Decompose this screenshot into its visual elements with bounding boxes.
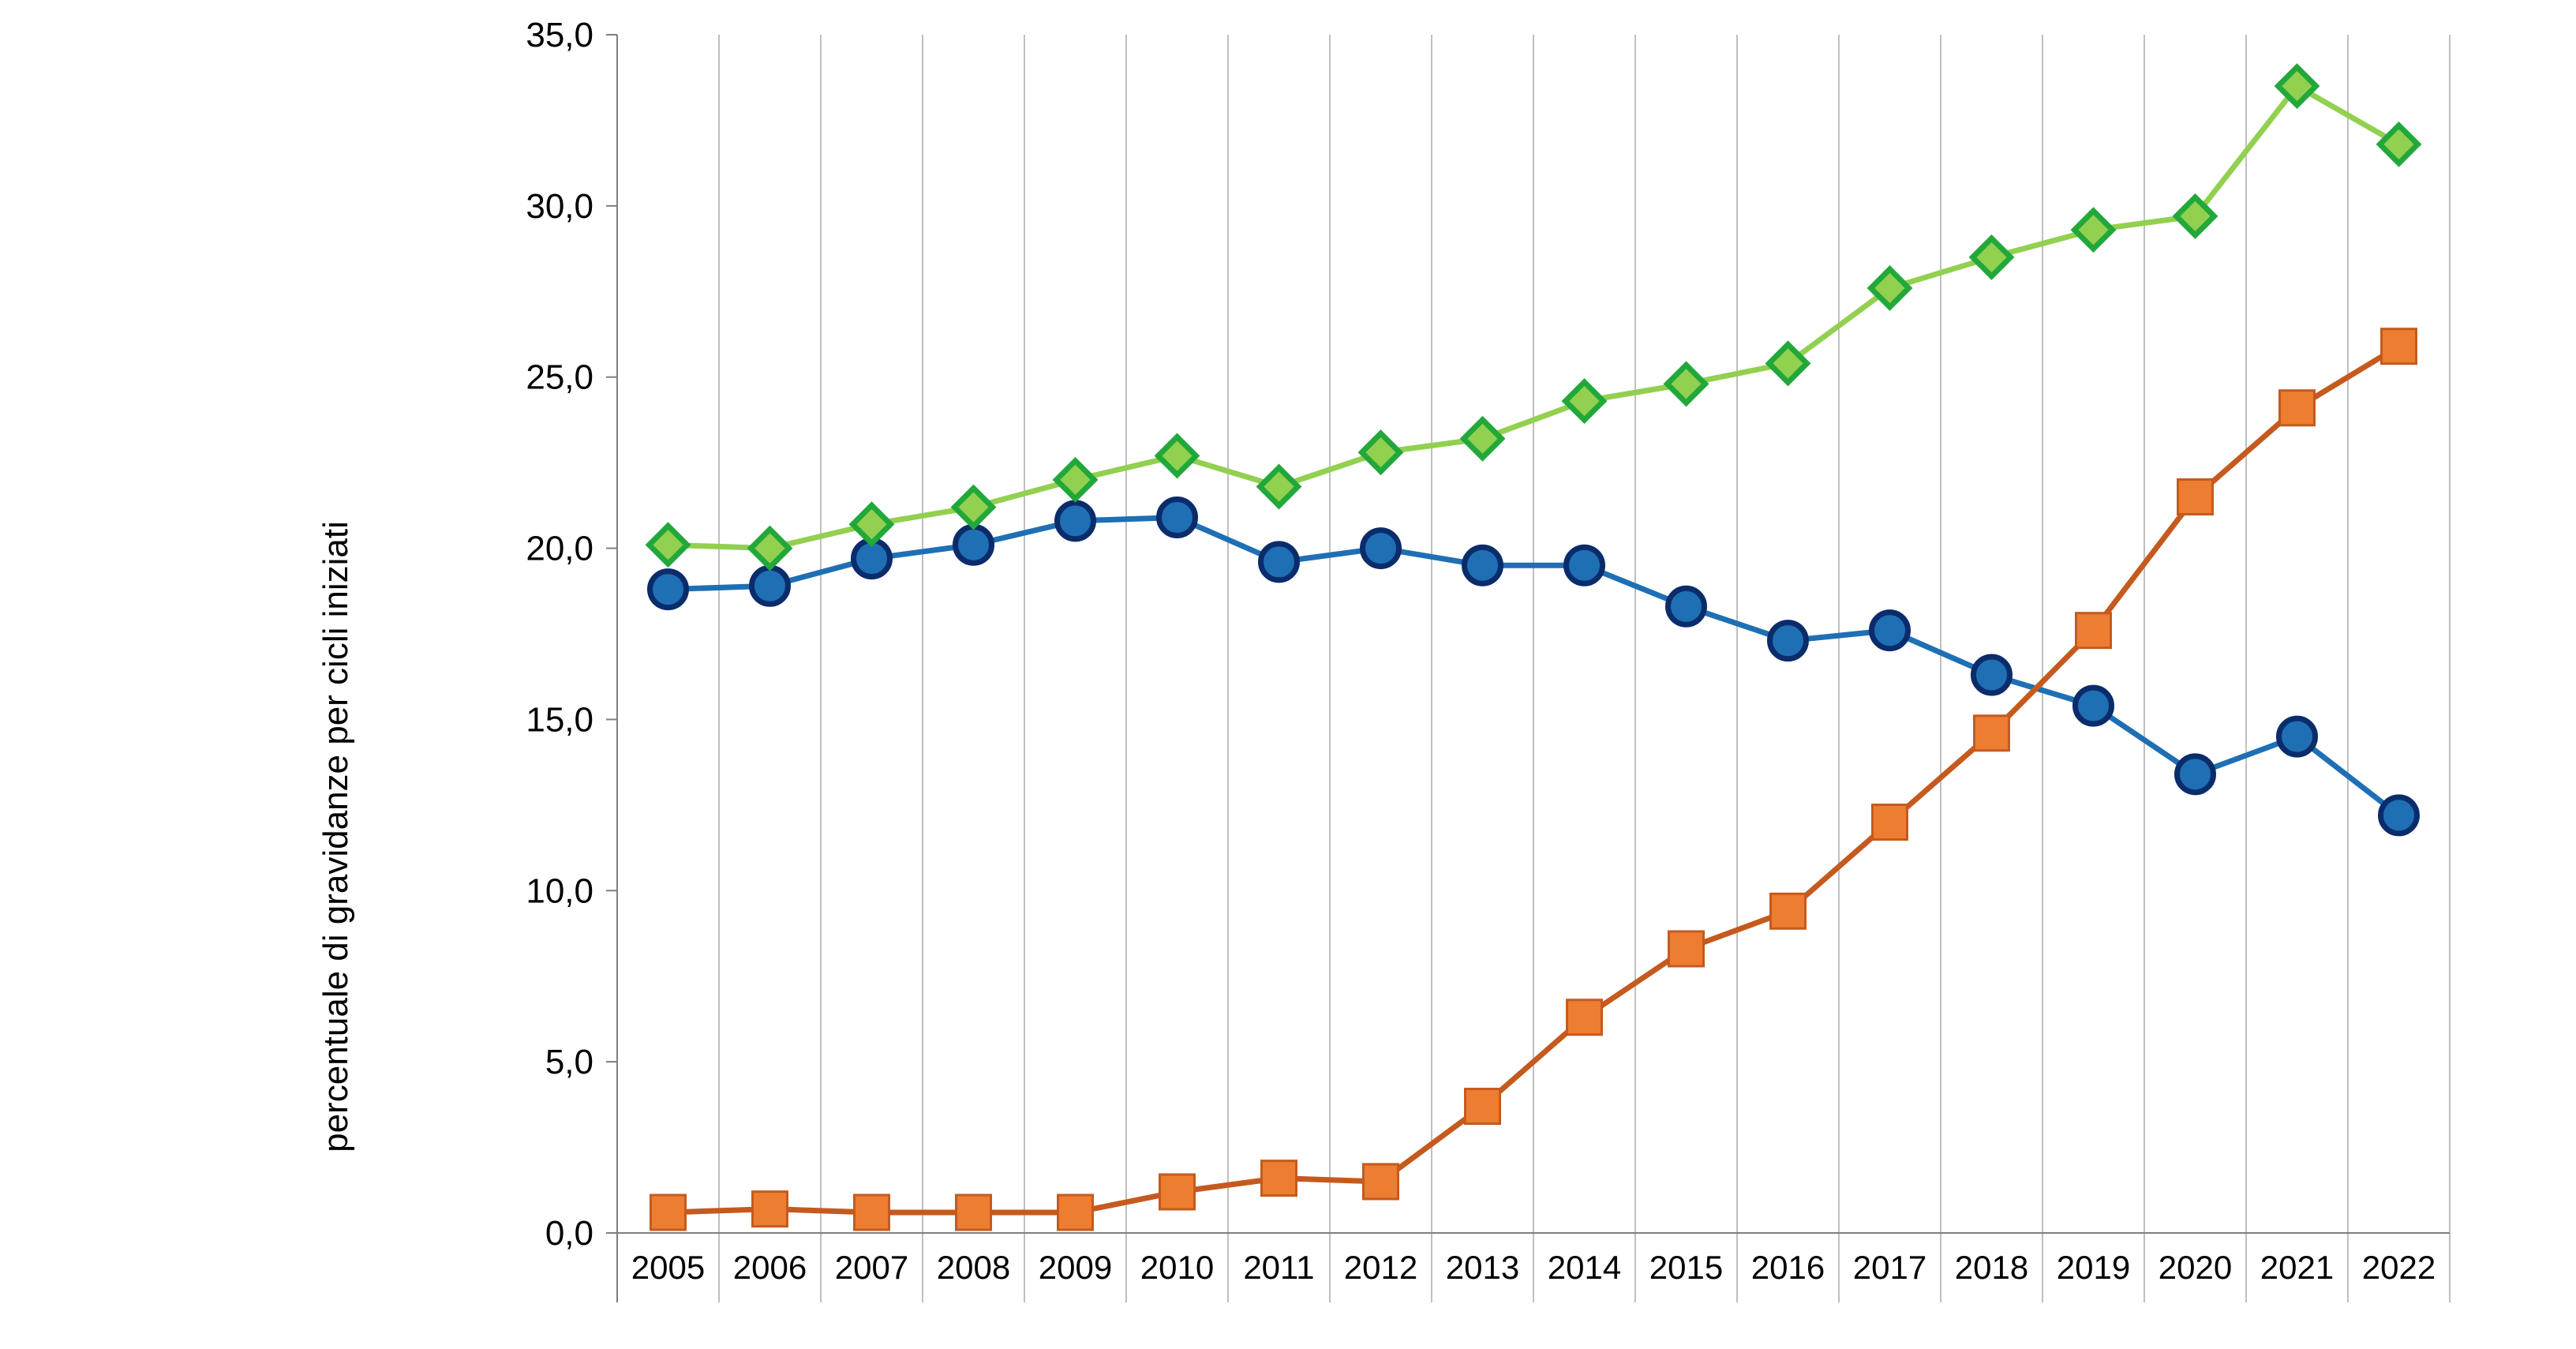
y-tick-label: 30,0 <box>526 187 593 226</box>
data-point <box>2274 63 2320 110</box>
y-tick-label: 15,0 <box>526 700 593 739</box>
data-point <box>955 1193 992 1231</box>
data-point <box>2278 389 2316 427</box>
x-tick-label: 2005 <box>631 1249 705 1286</box>
data-point <box>1871 804 1908 841</box>
x-tick-label: 2017 <box>1853 1249 1926 1286</box>
series-2 <box>650 328 2417 1231</box>
data-point <box>1256 463 1302 510</box>
data-point <box>1767 620 1809 662</box>
data-point <box>1566 999 1603 1036</box>
series-group <box>645 63 2422 1231</box>
data-point <box>1362 1163 1399 1201</box>
x-tick-labels: 2005 2006 2007 2008 2009 2010 2011 2012 2013 2014… <box>631 1249 2436 1286</box>
x-tick-label: 2019 <box>2057 1249 2130 1286</box>
data-point <box>1971 654 2012 696</box>
y-tick-label: 5,0 <box>545 1043 593 1081</box>
data-point <box>2376 121 2422 167</box>
data-point <box>1668 930 1705 968</box>
axes <box>616 35 2450 1302</box>
series-1 <box>647 497 2420 837</box>
x-tick-label: 2007 <box>835 1249 908 1286</box>
data-point <box>1765 340 1811 387</box>
x-tick-label: 2018 <box>1955 1249 2028 1286</box>
data-point <box>1459 415 1506 462</box>
x-tick-label: 2014 <box>1548 1249 1621 1286</box>
data-point <box>2072 684 2114 727</box>
data-point <box>848 501 895 548</box>
data-point <box>2172 193 2218 239</box>
y-tick-label: 10,0 <box>526 871 593 910</box>
x-tick-label: 2008 <box>937 1249 1010 1286</box>
data-point <box>1973 714 2010 752</box>
x-tick-label: 2020 <box>2159 1249 2232 1286</box>
data-point <box>853 1193 890 1231</box>
data-point <box>2070 207 2117 253</box>
y-axis-label: percentuale di gravidanze per cicli iniz… <box>316 521 355 1152</box>
data-point <box>2177 478 2214 516</box>
data-point <box>1563 544 1605 586</box>
data-point <box>1360 527 1402 570</box>
x-tick-label: 2013 <box>1446 1249 1519 1286</box>
data-point <box>1663 361 1709 407</box>
data-point <box>1869 609 1911 652</box>
x-tick-label: 2006 <box>733 1249 807 1286</box>
y-tick-label: 35,0 <box>526 16 593 54</box>
data-point <box>1052 456 1099 503</box>
data-point <box>1464 1088 1501 1126</box>
series-3 <box>645 63 2422 571</box>
data-point <box>950 484 997 530</box>
data-point <box>650 1193 687 1231</box>
data-point <box>749 564 791 607</box>
data-point <box>1769 892 1807 930</box>
data-point <box>1357 429 1404 476</box>
data-point <box>1156 497 1198 539</box>
x-tick-label: 2009 <box>1039 1249 1112 1286</box>
y-tick-label: 25,0 <box>526 358 593 397</box>
data-point <box>1665 585 1707 628</box>
y-tick-labels: 0,0 5,0 10,0 15,0 20,0 25,0 30,0 35,0 <box>526 16 617 1253</box>
x-tick-label: 2021 <box>2260 1249 2334 1286</box>
x-tick-label: 2012 <box>1344 1249 1417 1286</box>
data-point <box>1462 544 1503 586</box>
y-tick-label: 0,0 <box>545 1214 593 1253</box>
x-tick-label: 2015 <box>1649 1249 1723 1286</box>
data-point <box>1260 1160 1297 1197</box>
data-point <box>2174 753 2216 796</box>
data-point <box>1866 264 1913 311</box>
data-point <box>1057 1193 1094 1231</box>
data-point <box>2075 612 2112 650</box>
x-tick-label: 2011 <box>1243 1249 1314 1286</box>
data-point <box>1054 500 1096 542</box>
data-point <box>645 522 691 568</box>
data-point <box>2380 328 2417 365</box>
data-point <box>1159 1173 1196 1211</box>
data-point <box>751 1190 788 1228</box>
data-point <box>1561 378 1608 425</box>
vertical-gridlines <box>718 35 2451 1302</box>
data-point <box>747 525 793 571</box>
data-point <box>1258 541 1300 583</box>
x-tick-label: 2022 <box>2362 1249 2436 1286</box>
data-point <box>2378 794 2420 837</box>
y-tick-label: 20,0 <box>526 530 593 568</box>
data-point <box>2276 715 2318 758</box>
x-tick-label: 2016 <box>1751 1249 1825 1286</box>
data-point <box>953 523 994 566</box>
data-point <box>1154 433 1200 479</box>
data-point <box>1968 234 2015 280</box>
x-tick-label: 2010 <box>1140 1249 1214 1286</box>
data-point <box>647 568 689 611</box>
